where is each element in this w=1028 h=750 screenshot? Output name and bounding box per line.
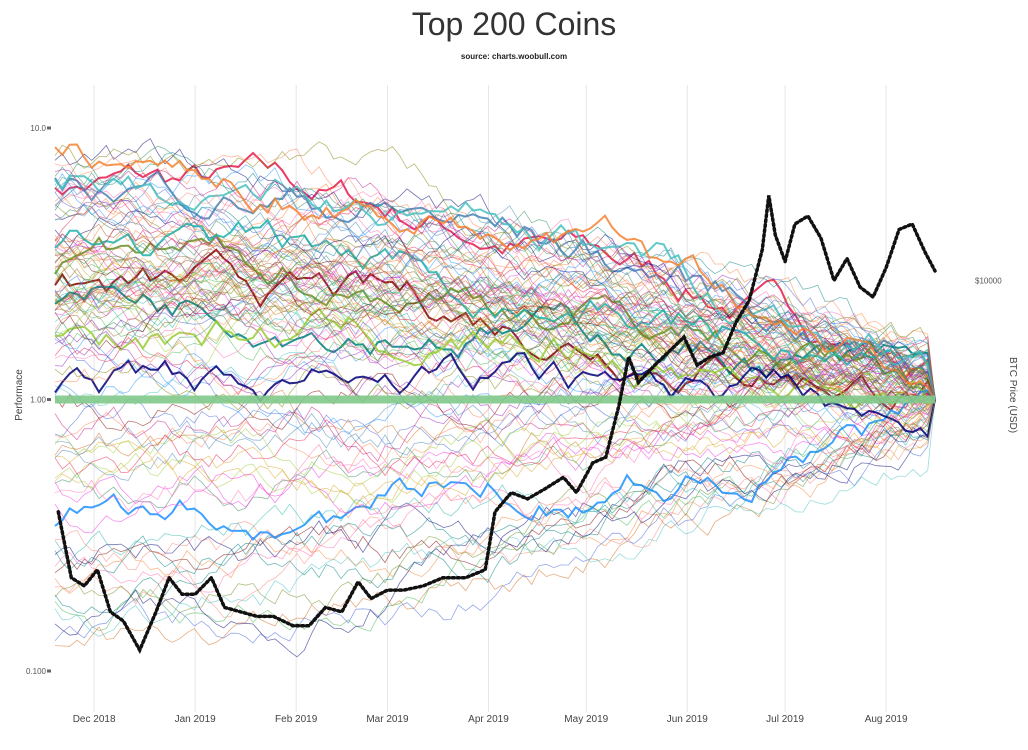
coin-line <box>54 399 936 614</box>
coin-line <box>54 399 936 637</box>
coin-line <box>54 267 936 425</box>
x-tick-label: Feb 2019 <box>275 714 318 725</box>
coin-line <box>54 141 936 400</box>
coin-line <box>54 240 936 400</box>
coin-line <box>54 181 936 400</box>
coin-line <box>54 261 936 400</box>
y-axis-title: Performace <box>14 369 25 421</box>
coin-line <box>54 148 936 400</box>
btc-price-series <box>56 195 937 655</box>
btc-price-line <box>56 195 937 655</box>
coin-line <box>54 286 936 400</box>
x-tick-label: Jun 2019 <box>667 714 709 725</box>
y2-axis-title: BTC Price (USD) <box>1007 357 1018 433</box>
coin-line <box>54 210 936 400</box>
coin-line <box>54 370 936 459</box>
chart-subtitle: source: charts.woobull.com <box>460 52 568 61</box>
coin-line <box>54 284 936 416</box>
y-tick-mark <box>47 398 51 401</box>
coin-line <box>54 399 936 658</box>
coin-line <box>54 373 936 460</box>
coin-line <box>54 182 936 400</box>
coin-line <box>54 232 936 401</box>
x-tick-label: May 2019 <box>564 714 608 725</box>
y2-tick-label: $10000 <box>975 276 1002 285</box>
x-tick-label: Jul 2019 <box>766 714 804 725</box>
coin-line <box>54 228 936 400</box>
coin-line <box>54 346 936 425</box>
coin-line <box>54 305 936 415</box>
coin-line <box>54 399 936 563</box>
coin-line <box>54 278 936 400</box>
x-tick-label: Mar 2019 <box>366 714 409 725</box>
coin-line <box>54 143 936 401</box>
x-tick-label: Aug 2019 <box>865 714 908 725</box>
coin-line <box>54 399 936 644</box>
coin-line <box>54 272 936 400</box>
coin-performance-lines <box>54 138 936 658</box>
coin-line <box>54 187 936 400</box>
coin-line <box>54 399 936 512</box>
coin-line <box>54 399 936 647</box>
y-tick-label: 1.00 <box>30 396 46 405</box>
coin-line <box>54 399 936 509</box>
chart-title: Top 200 Coins <box>411 6 617 42</box>
coin-line <box>54 352 936 439</box>
coin-line <box>54 174 936 400</box>
coin-line <box>54 242 936 400</box>
y-axis-ticks: 10.0 1.00 0.100 <box>26 124 51 676</box>
x-tick-label: Jan 2019 <box>175 714 217 725</box>
coin-line <box>54 218 936 400</box>
x-tick-label: Apr 2019 <box>468 714 509 725</box>
reference-line-1.00 <box>55 395 935 404</box>
coin-line <box>54 399 936 571</box>
coin-line <box>54 389 936 541</box>
coin-line <box>54 399 936 615</box>
coin-line <box>54 174 936 400</box>
y-tick-mark <box>47 669 51 673</box>
coin-line <box>54 198 936 400</box>
coin-line <box>54 366 936 432</box>
y2-axis-ticks: $10000 <box>975 276 1002 285</box>
coin-line <box>54 307 936 411</box>
y-tick-mark <box>47 126 51 130</box>
coin-line <box>54 223 936 400</box>
coin-line <box>54 399 936 508</box>
coin-line <box>54 399 936 595</box>
coin-line <box>54 399 936 593</box>
y-tick-label: 10.0 <box>30 124 46 133</box>
coin-line <box>54 393 936 477</box>
coin-line <box>54 318 936 411</box>
coin-line <box>54 257 936 411</box>
coin-line <box>54 399 936 575</box>
y-tick-label: 0.100 <box>26 667 47 676</box>
coin-line <box>54 399 936 500</box>
coin-line <box>54 376 936 505</box>
x-axis-ticks: Dec 2018 Jan 2019 Feb 2019 Mar 2019 Apr 2019… <box>73 714 908 725</box>
x-tick-label: Dec 2018 <box>73 714 116 725</box>
coin-line <box>54 178 936 400</box>
